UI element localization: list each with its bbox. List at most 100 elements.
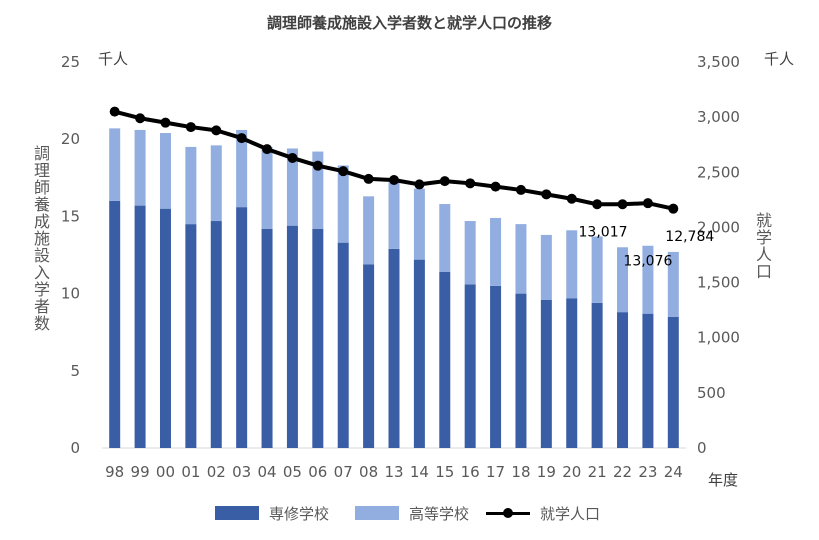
bar-koto	[617, 247, 629, 313]
bar-koto	[337, 165, 349, 243]
legend-item-senshu: 専修学校	[215, 500, 329, 526]
bar-koto	[667, 251, 679, 317]
x-tick-label: 14	[410, 463, 429, 481]
population-point	[338, 166, 349, 177]
bar-koto	[515, 224, 527, 294]
bar-senshu	[464, 284, 476, 448]
bar-senshu	[413, 259, 425, 448]
x-tick-label: 17	[486, 463, 505, 481]
x-axis-unit: 年度	[708, 471, 739, 489]
population-point	[185, 122, 196, 133]
x-tick-label: 00	[156, 463, 175, 481]
population-point	[262, 144, 273, 155]
bar-senshu	[286, 225, 298, 448]
right-tick-label: 500	[697, 384, 726, 402]
bar-koto	[591, 236, 603, 303]
x-tick-label: 05	[283, 463, 302, 481]
x-tick-label: 98	[105, 463, 124, 481]
x-tick-label: 02	[207, 463, 226, 481]
left-tick-label: 25	[61, 53, 80, 71]
x-tick-label: 06	[308, 463, 327, 481]
population-point	[617, 199, 628, 210]
bar-koto	[388, 182, 400, 249]
bar-senshu	[591, 302, 603, 448]
bar-koto	[185, 146, 197, 225]
legend-swatch-koto	[355, 506, 399, 520]
bar-koto	[490, 217, 502, 286]
bar-senshu	[134, 205, 146, 448]
population-point	[287, 152, 298, 163]
x-tick-label: 19	[537, 463, 556, 481]
x-tick-label: 07	[334, 463, 353, 481]
bar-koto	[210, 145, 222, 222]
right-axis-label: 就学人口	[753, 212, 772, 280]
bar-koto	[134, 129, 146, 206]
population-point	[211, 125, 222, 136]
bar-senshu	[210, 221, 222, 448]
legend-item-population: 就学人口	[486, 500, 600, 526]
x-tick-label: 04	[257, 463, 276, 481]
data-label: 12,784	[665, 229, 714, 245]
legend-swatch-population	[486, 506, 530, 520]
x-tick-label: 22	[613, 463, 632, 481]
right-tick-label: 1,000	[697, 329, 740, 347]
data-label: 13,076	[623, 254, 672, 270]
left-tick-label: 0	[70, 439, 80, 457]
population-point	[668, 203, 679, 214]
data-label: 13,017	[579, 224, 628, 240]
bar-senshu	[185, 224, 197, 448]
bar-koto	[261, 146, 273, 229]
bar-koto	[286, 148, 298, 226]
population-point	[389, 175, 399, 186]
population-point	[465, 178, 476, 189]
bar-senshu	[617, 312, 629, 448]
bar-senshu	[236, 207, 248, 448]
bar-koto	[540, 234, 552, 300]
population-point	[566, 193, 577, 204]
population-point	[312, 160, 323, 171]
x-tick-label: 03	[232, 463, 251, 481]
population-point	[109, 106, 120, 117]
bar-senshu	[490, 285, 502, 448]
bar-koto	[439, 204, 451, 272]
left-tick-label: 10	[61, 285, 80, 303]
x-tick-label: 23	[638, 463, 657, 481]
x-tick-label: 13	[384, 463, 403, 481]
right-axis-unit: 千人	[764, 50, 795, 68]
x-tick-label: 99	[131, 463, 150, 481]
x-tick-label: 18	[511, 463, 530, 481]
right-tick-label: 0	[697, 439, 707, 457]
bar-senshu	[363, 264, 375, 448]
bar-senshu	[540, 299, 552, 448]
bar-koto	[312, 151, 324, 229]
bar-senshu	[312, 228, 324, 448]
bar-senshu	[439, 271, 451, 448]
x-tick-label: 24	[664, 463, 683, 481]
bar-senshu	[261, 228, 273, 448]
bar-senshu	[109, 200, 121, 448]
bar-koto	[236, 129, 248, 208]
population-point	[439, 176, 450, 187]
x-tick-label: 08	[359, 463, 378, 481]
left-tick-label: 20	[61, 130, 80, 148]
bar-koto	[413, 188, 425, 260]
population-point	[592, 199, 603, 210]
x-tick-label: 15	[435, 463, 454, 481]
bar-koto	[363, 196, 375, 265]
population-point	[160, 117, 171, 128]
bar-koto	[109, 128, 121, 201]
legend-swatch-senshu	[215, 506, 259, 520]
bar-senshu	[566, 298, 578, 448]
bar-koto	[642, 245, 654, 314]
bar-senshu	[642, 313, 654, 448]
right-tick-label: 3,000	[697, 108, 740, 126]
right-tick-label: 2,500	[697, 163, 740, 181]
population-point	[642, 198, 653, 209]
bar-senshu	[159, 208, 171, 448]
legend-item-koto: 高等学校	[355, 500, 469, 526]
x-tick-label: 21	[588, 463, 607, 481]
right-tick-label: 3,500	[697, 53, 740, 71]
population-point	[363, 173, 374, 184]
